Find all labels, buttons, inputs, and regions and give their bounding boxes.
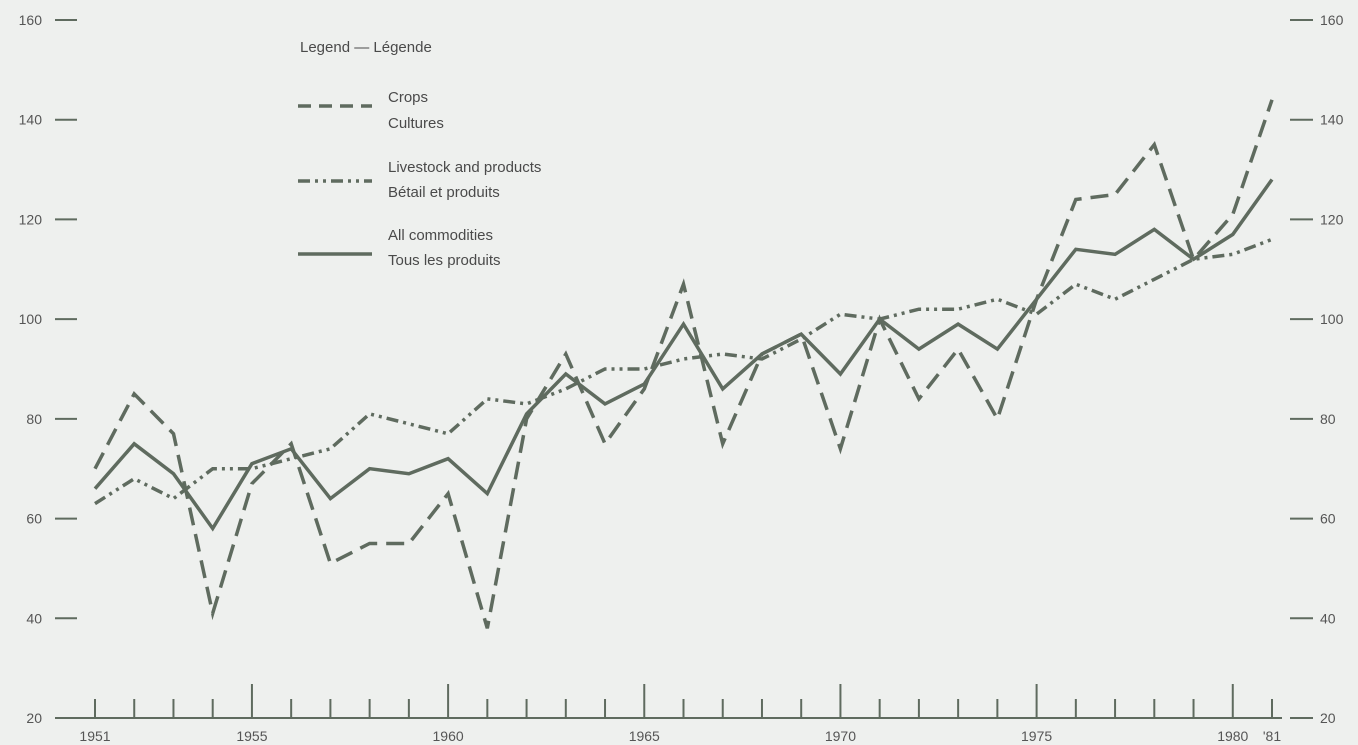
legend-livestock-fr: Bétail et produits <box>388 184 500 201</box>
legend: Legend — Légende Crops Cultures Livestoc… <box>298 39 541 269</box>
y-tick-label-right: 120 <box>1320 211 1344 227</box>
legend-all-en: All commodities <box>388 227 493 244</box>
x-tick-label: '81 <box>1263 728 1281 744</box>
y-tick-label-right: 40 <box>1320 610 1336 626</box>
series-lines <box>93 99 1274 629</box>
x-tick-label: 1955 <box>236 728 267 744</box>
series-line-2 <box>93 178 1274 532</box>
series-line-0 <box>93 99 1274 629</box>
y-tick-label-right: 80 <box>1320 411 1336 427</box>
x-tick-label: 1975 <box>1021 728 1052 744</box>
y-tick-label-right: 160 <box>1320 12 1344 28</box>
x-tick-label: 1970 <box>825 728 856 744</box>
y-tick-label-left: 20 <box>26 710 42 726</box>
legend-crops-fr: Cultures <box>388 115 444 132</box>
y-tick-label-right: 100 <box>1320 311 1344 327</box>
y-tick-label-left: 100 <box>19 311 43 327</box>
y-tick-label-right: 140 <box>1320 112 1344 128</box>
x-tick-label: 1965 <box>629 728 660 744</box>
y-tick-label-left: 120 <box>19 211 43 227</box>
y-tick-label-left: 140 <box>19 112 43 128</box>
y-tick-label-right: 60 <box>1320 511 1336 527</box>
legend-livestock-en: Livestock and products <box>388 159 541 176</box>
y-tick-label-left: 60 <box>26 511 42 527</box>
y-tick-label-left: 80 <box>26 411 42 427</box>
x-tick-label: 1951 <box>79 728 110 744</box>
x-tick-label: 1960 <box>433 728 464 744</box>
legend-crops-en: Crops <box>388 89 428 106</box>
legend-all-fr: Tous les produits <box>388 252 501 269</box>
y-tick-label-left: 40 <box>26 610 42 626</box>
legend-title: Legend — Légende <box>300 39 432 56</box>
axes: 20 20 40 40 60 60 80 80 100 100 120 120 140 140 160 160… <box>19 12 1344 744</box>
y-tick-label-left: 160 <box>19 12 43 28</box>
y-tick-label-right: 20 <box>1320 710 1336 726</box>
x-tick-label: 1980 <box>1217 728 1248 744</box>
